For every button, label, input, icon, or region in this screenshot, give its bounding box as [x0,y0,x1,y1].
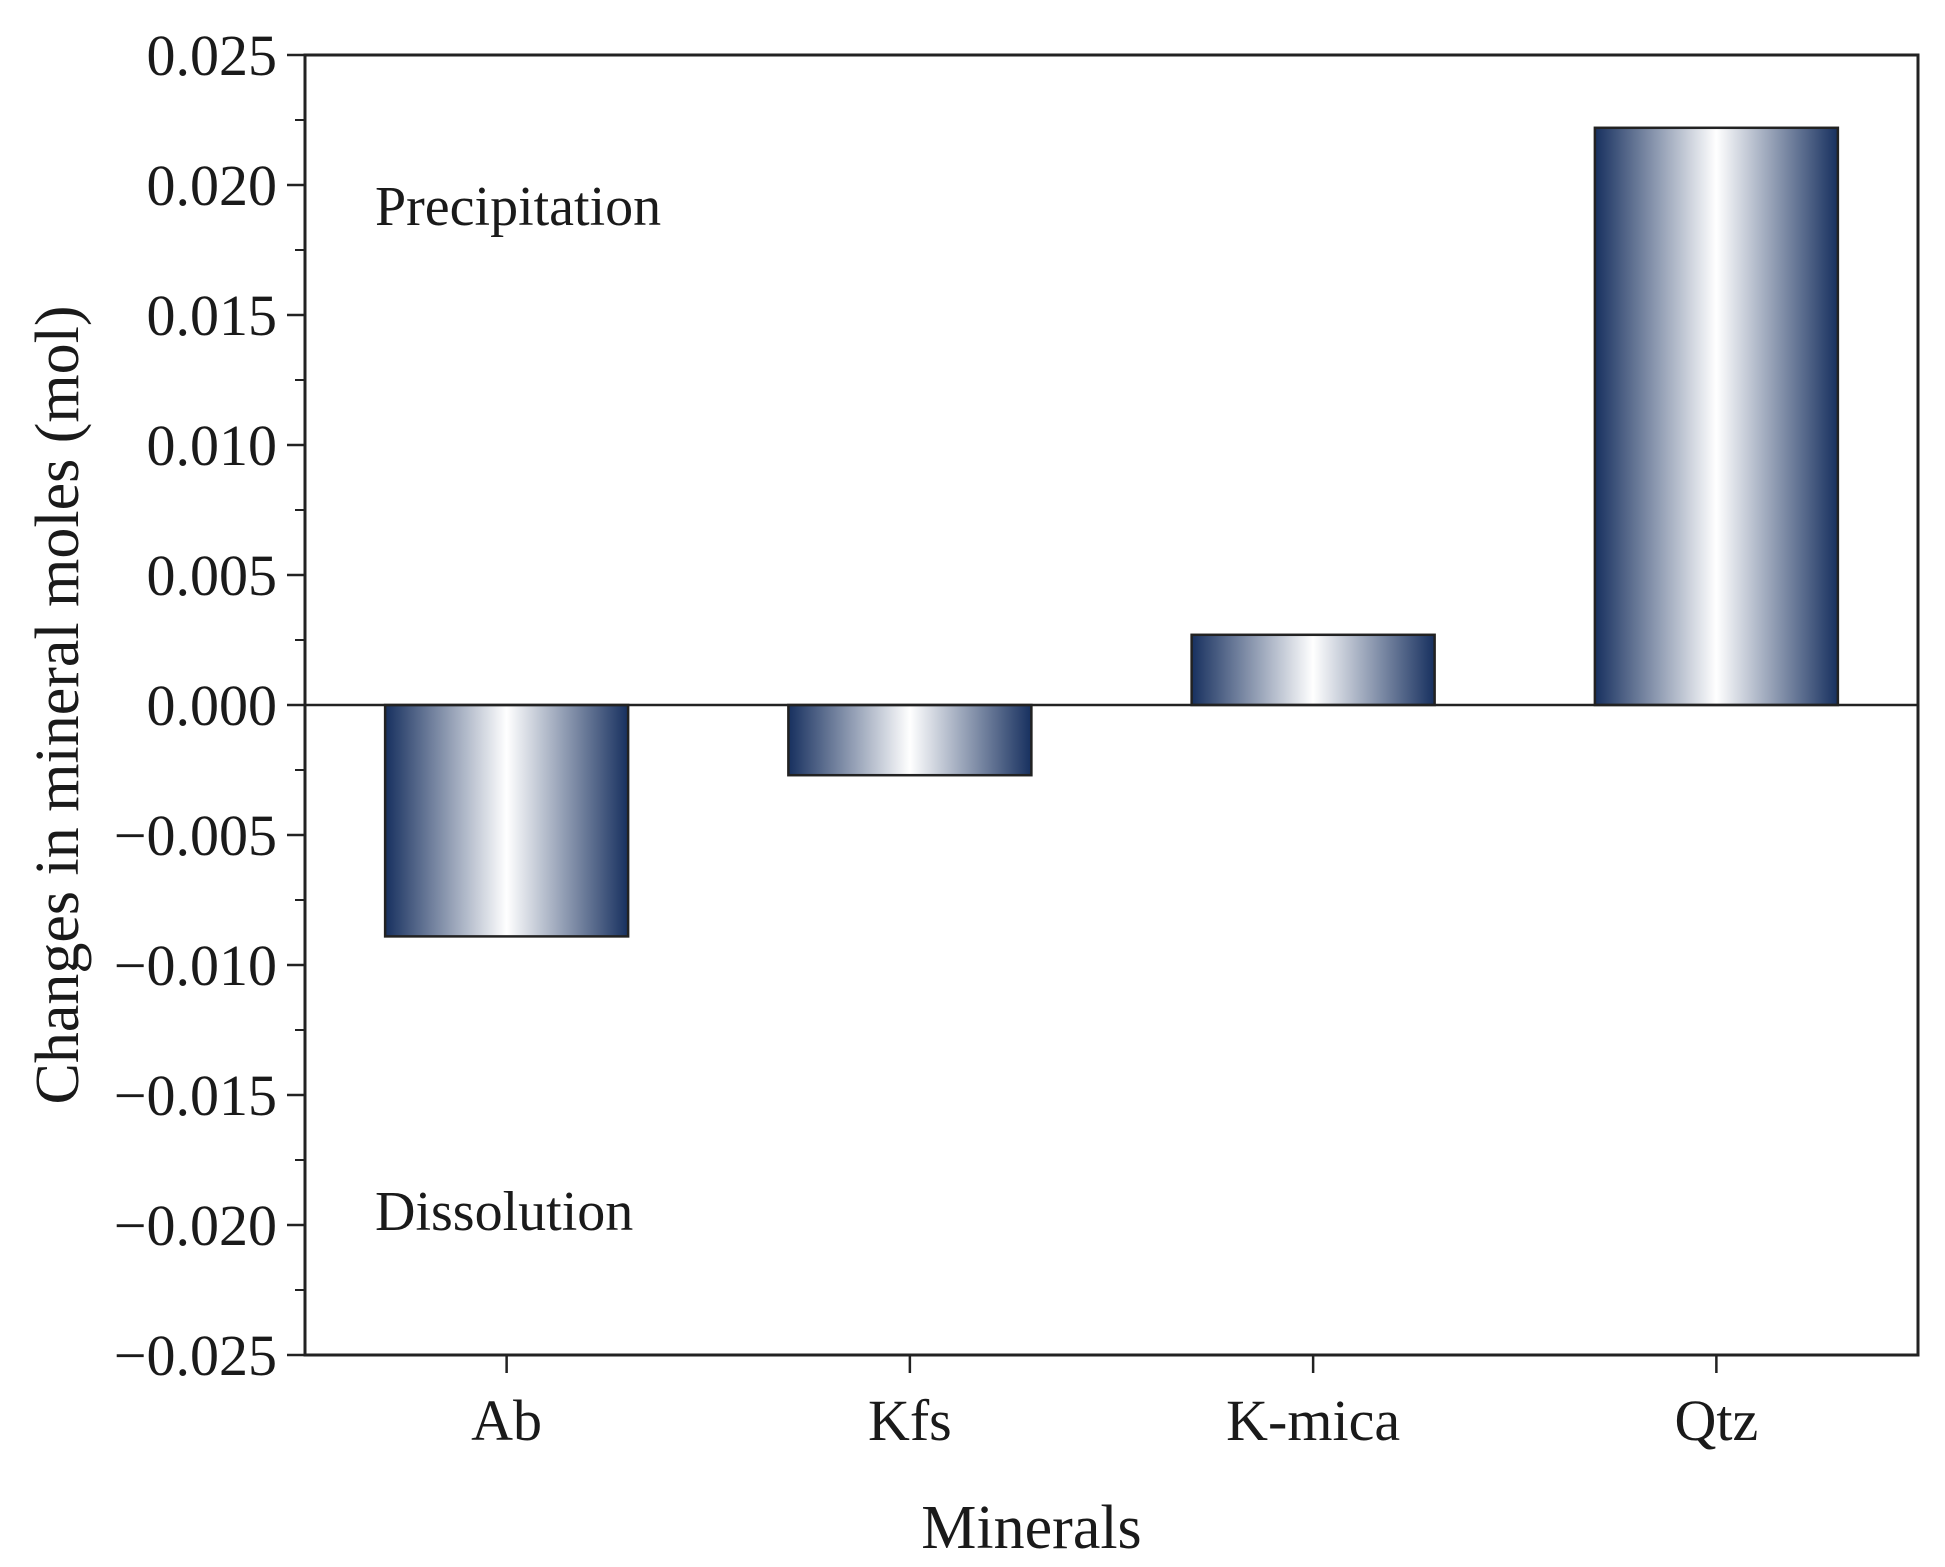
x-tick-label: K-mica [1226,1388,1400,1453]
y-tick-label: −0.020 [114,1193,277,1258]
annotation-precipitation: Precipitation [375,176,661,238]
y-tick-label: 0.015 [147,283,278,348]
y-tick-label: −0.025 [114,1323,277,1388]
y-tick-label: −0.010 [114,933,277,998]
x-tick-label: Ab [471,1388,542,1453]
x-tick-label: Kfs [868,1388,952,1453]
y-tick-label: 0.000 [147,673,278,738]
bar-kfs [787,703,1033,777]
bar-ab [383,703,630,938]
y-tick-label: 0.005 [147,543,278,608]
y-tick-labels: 0.025 0.020 0.015 0.010 0.005 0.000 −0.005 −0.0… [114,23,277,1388]
y-axis-label: Changes in mineral moles (mol) [24,306,92,1105]
y-tick-label: −0.015 [114,1063,277,1128]
annotation-dissolution: Dissolution [375,1181,633,1243]
y-tick-label: 0.020 [147,153,278,218]
bar-k-mica [1190,633,1436,707]
y-tick-label: 0.010 [147,413,278,478]
bar-qtz [1593,126,1840,707]
axis-ticks [287,53,1718,1373]
y-tick-label: −0.005 [114,803,277,868]
bars [383,126,1840,938]
x-tick-labels: Ab Kfs K-mica Qtz [471,1388,1758,1453]
x-tick-label: Qtz [1675,1388,1759,1453]
y-tick-label: 0.025 [147,23,278,88]
x-axis-label: Minerals [921,1494,1141,1562]
